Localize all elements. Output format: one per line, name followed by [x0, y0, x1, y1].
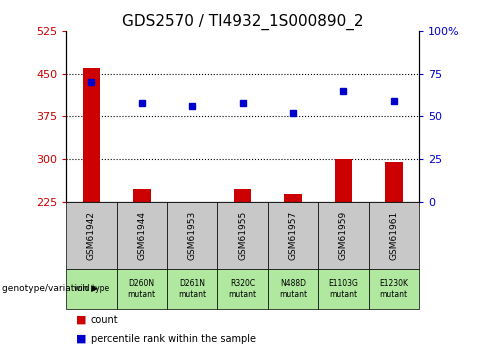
Bar [335, 159, 352, 330]
Text: E1230K
mutant: E1230K mutant [379, 279, 408, 299]
Bar [385, 162, 403, 330]
Text: R320C
mutant: R320C mutant [228, 279, 257, 299]
Bar [183, 204, 201, 330]
Text: D261N
mutant: D261N mutant [178, 279, 206, 299]
Text: ■: ■ [76, 315, 86, 325]
Text: GSM61959: GSM61959 [339, 211, 348, 260]
Text: wild type: wild type [74, 284, 109, 294]
Text: GSM61942: GSM61942 [87, 211, 96, 260]
Text: percentile rank within the sample: percentile rank within the sample [91, 334, 256, 344]
Text: GSM61944: GSM61944 [137, 211, 146, 260]
Text: GSM61961: GSM61961 [389, 211, 398, 260]
Bar [82, 68, 100, 330]
Text: GSM61955: GSM61955 [238, 211, 247, 260]
Text: E1103G
mutant: E1103G mutant [328, 279, 358, 299]
Text: ■: ■ [76, 334, 86, 344]
Text: D260N
mutant: D260N mutant [128, 279, 156, 299]
Title: GDS2570 / TI4932_1S000890_2: GDS2570 / TI4932_1S000890_2 [122, 13, 363, 30]
Bar [284, 195, 302, 330]
Bar [133, 189, 150, 330]
Text: genotype/variation ▶: genotype/variation ▶ [2, 284, 98, 294]
Text: GSM61957: GSM61957 [289, 211, 297, 260]
Text: N488D
mutant: N488D mutant [279, 279, 307, 299]
Text: count: count [91, 315, 118, 325]
Text: GSM61953: GSM61953 [188, 211, 196, 260]
Bar [234, 189, 251, 330]
